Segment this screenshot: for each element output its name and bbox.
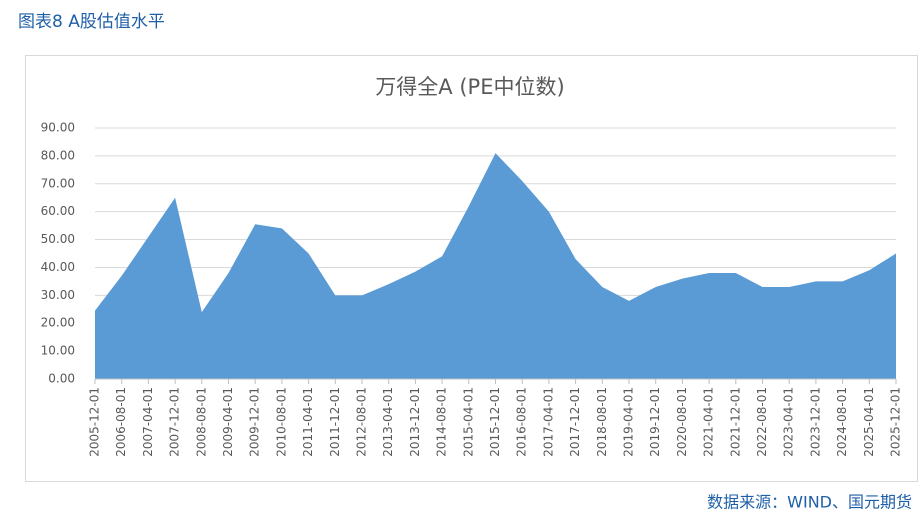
x-tick-label: 2025-04-01 [862,387,876,457]
y-tick-label: 0.00 [48,372,75,386]
x-tick-label: 2011-12-01 [328,387,342,457]
x-tick-label: 2023-04-01 [782,387,796,457]
chart-title: 万得全A (PE中位数) [375,75,564,99]
figure-title: 图表8 A股估值水平 [18,12,165,32]
x-tick-label: 2010-08-01 [274,387,288,457]
x-tick-label: 2021-04-01 [702,387,716,457]
y-tick-label: 40.00 [41,260,75,274]
y-tick-label: 10.00 [41,344,75,358]
x-tick-label: 2019-12-01 [648,387,662,457]
y-tick-label: 30.00 [41,288,75,302]
x-tick-label: 2017-12-01 [568,387,582,457]
x-tick-label: 2023-12-01 [808,387,822,457]
area [95,153,896,379]
x-tick-label: 2014-08-01 [435,387,449,457]
y-tick-label: 70.00 [41,176,75,190]
x-tick-label: 2017-04-01 [541,387,555,457]
x-tick-label: 2013-12-01 [408,387,422,457]
x-tick-label: 2012-08-01 [355,387,369,457]
x-tick-label: 2020-08-01 [675,387,689,457]
x-tick-label: 2009-04-01 [221,387,235,457]
y-tick-label: 90.00 [41,121,75,135]
source-note: 数据来源：WIND、国元期货 [707,493,912,512]
x-tick-label: 2018-08-01 [595,387,609,457]
x-tick-label: 2005-12-01 [88,387,102,457]
x-tick-label: 2015-12-01 [488,387,502,457]
x-tick-label: 2008-08-01 [194,387,208,457]
x-tick-label: 2011-04-01 [301,387,315,457]
x-tick-label: 2019-04-01 [622,387,636,457]
x-tick-label: 2025-12-01 [889,387,903,457]
x-tick-label: 2007-12-01 [168,387,182,457]
x-tick-label: 2006-08-01 [114,387,128,457]
x-tick-label: 2024-08-01 [835,387,849,457]
y-tick-label: 60.00 [41,204,75,218]
x-tick-label: 2007-04-01 [141,387,155,457]
x-tick-label: 2009-12-01 [248,387,262,457]
x-tick-label: 2021-12-01 [728,387,742,457]
x-tick-label: 2013-04-01 [381,387,395,457]
y-tick-label: 80.00 [41,148,75,162]
x-tick-label: 2022-08-01 [755,387,769,457]
y-tick-label: 50.00 [41,232,75,246]
x-tick-label: 2016-08-01 [515,387,529,457]
x-tick-label: 2015-04-01 [461,387,475,457]
y-tick-label: 20.00 [41,316,75,330]
